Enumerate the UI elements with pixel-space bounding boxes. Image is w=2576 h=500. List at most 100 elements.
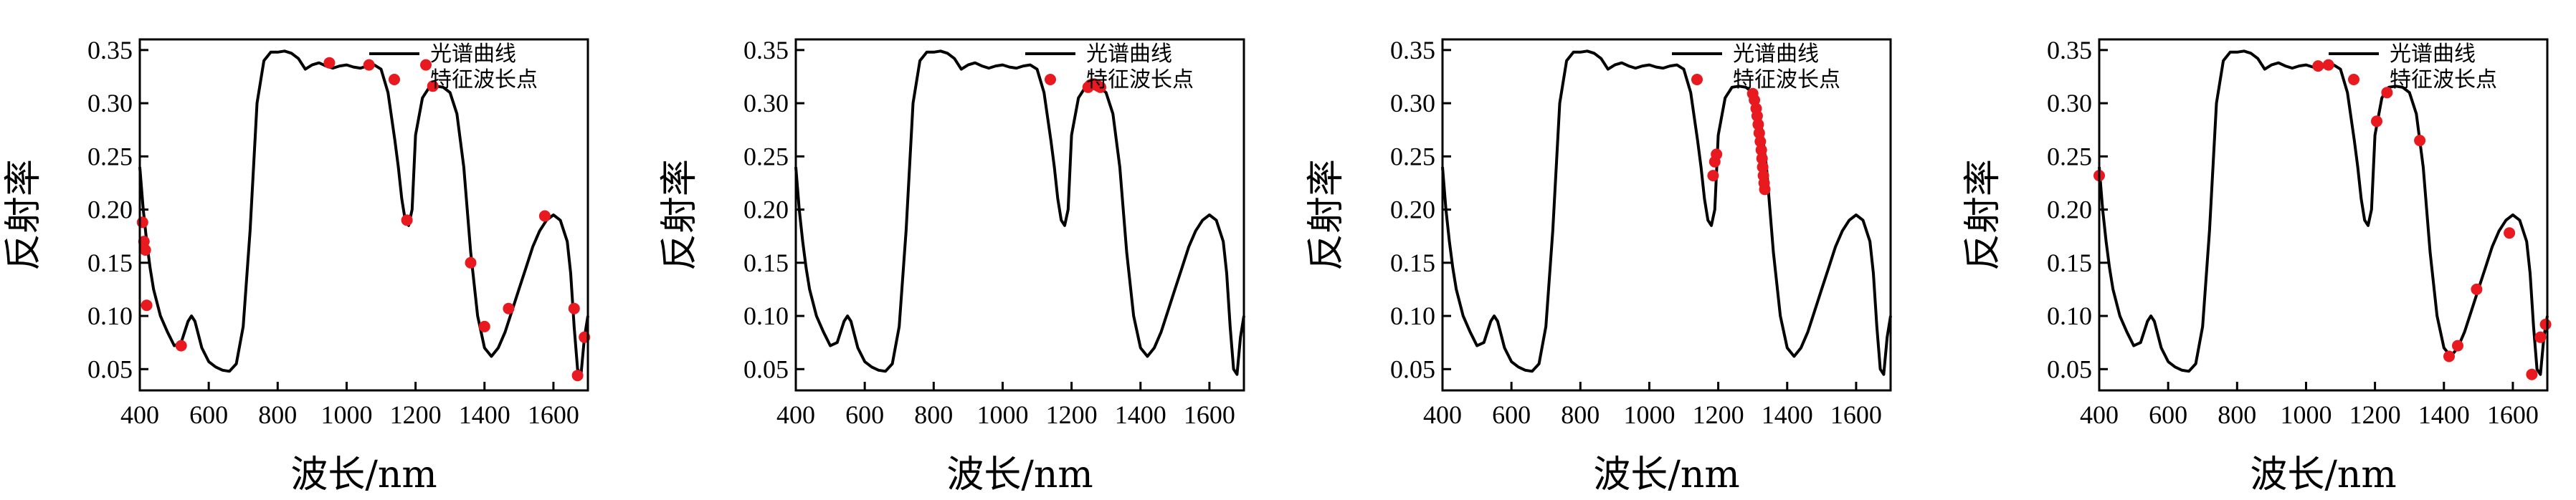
feature-point [1711, 148, 1723, 160]
x-tick-label: 600 [2149, 400, 2187, 429]
x-tick-label: 600 [189, 400, 228, 429]
feature-point [1756, 153, 1768, 165]
y-tick-label: 0.10 [743, 302, 789, 330]
feature-point [2371, 115, 2382, 128]
feature-point [538, 210, 551, 222]
feature-point [138, 236, 150, 248]
panel-2-chart: 400 600 800 1000 1200 1400 1600 0.05 0.10 0.15 0.2… [658, 36, 1245, 496]
y-tick-label: 0.05 [87, 355, 133, 383]
legend-label-spectrum: 光谱曲线 [430, 42, 516, 67]
legend-label-feature: 特征波长点 [1086, 67, 1194, 92]
x-tick-label: 800 [914, 400, 953, 429]
feature-point [175, 340, 187, 352]
x-tick-label: 400 [2080, 400, 2119, 429]
y-tick-label: 0.25 [2047, 142, 2092, 170]
feature-point [2471, 283, 2483, 295]
y-tick-label: 0.05 [743, 355, 789, 383]
spectrum-line [2098, 49, 2549, 376]
x-tick-label: 1400 [459, 400, 510, 429]
feature-point [2504, 227, 2516, 239]
feature-point [1754, 135, 1767, 148]
x-tick-label: 1200 [390, 400, 442, 429]
x-tick-label: 800 [258, 400, 297, 429]
y-tick-label: 0.35 [87, 36, 133, 64]
y-axis-title: 反射率 [2, 159, 45, 271]
legend-marker-swatch [1045, 74, 1056, 85]
panel-3-chart: 400 600 800 1000 1200 1400 1600 0.05 0.10 0.15 0.2… [1305, 36, 1892, 496]
feature-point [1751, 110, 1763, 122]
x-tick-label: 1600 [2487, 400, 2539, 429]
y-tick-label: 0.10 [1390, 302, 1435, 330]
x-tick-label: 1600 [528, 400, 579, 429]
x-axis-title: 波长/nm [290, 453, 437, 496]
x-tick-label: 1400 [1115, 400, 1166, 429]
y-tick-label: 0.35 [2047, 36, 2092, 64]
feature-point [2381, 87, 2393, 99]
x-tick-label: 1600 [1830, 400, 1882, 429]
y-tick-label: 0.35 [1390, 36, 1435, 64]
y-axis-title: 反射率 [1962, 159, 2005, 271]
feature-point [401, 214, 413, 226]
x-tick-label: 1000 [320, 400, 372, 429]
feature-point [465, 256, 477, 269]
x-tick-label: 600 [1492, 400, 1531, 429]
y-tick-label: 0.15 [743, 249, 789, 277]
y-tick-label: 0.10 [87, 302, 133, 330]
x-tick-label: 1200 [1693, 400, 1744, 429]
x-tick-label: 800 [2218, 400, 2256, 429]
feature-point [141, 299, 153, 312]
feature-point [1759, 183, 1771, 196]
x-tick-label: 400 [776, 400, 815, 429]
feature-point [1707, 170, 1719, 182]
x-axis-title: 波长/nm [2250, 453, 2396, 496]
feature-point [136, 216, 148, 229]
plot-frame [794, 38, 1245, 392]
feature-point [2443, 350, 2455, 362]
spectrum-line [1441, 49, 1892, 376]
y-tick-label: 0.20 [87, 196, 133, 224]
feature-point [1749, 94, 1761, 106]
legend-label-spectrum: 光谱曲线 [2390, 42, 2476, 67]
feature-point [2534, 331, 2547, 343]
y-tick-label: 0.15 [87, 249, 133, 277]
legend-marker-swatch [1691, 74, 1703, 85]
x-axis-title: 波长/nm [946, 453, 1093, 496]
feature-point [478, 320, 490, 332]
panel-4-chart: 400 600 800 1000 1200 1400 1600 0.05 0.10 0.15 0.2… [1962, 36, 2552, 496]
feature-point [1753, 127, 1765, 139]
x-tick-label: 1200 [2349, 400, 2401, 429]
legend-marker-swatch [389, 74, 400, 85]
legend-label-feature: 特征波长点 [430, 67, 538, 92]
y-tick-label: 0.20 [2047, 196, 2092, 224]
y-tick-label: 0.35 [743, 36, 789, 64]
y-tick-label: 0.30 [87, 89, 133, 117]
panel-1-chart: 400 600 800 1000 1200 1400 1600 0.05 0.10 0.15 0.2… [2, 36, 591, 496]
feature-point [323, 57, 336, 69]
y-tick-label: 0.15 [2047, 249, 2092, 277]
y-tick-label: 0.10 [2047, 302, 2092, 330]
x-axis-title: 波长/nm [1593, 453, 1739, 496]
spectrum-line [138, 49, 589, 376]
y-tick-label: 0.20 [743, 196, 789, 224]
x-tick-label: 1400 [1762, 400, 1813, 429]
y-tick-label: 0.05 [1390, 355, 1435, 383]
y-tick-label: 0.05 [2047, 355, 2092, 383]
legend-label-feature: 特征波长点 [1733, 67, 1840, 92]
x-tick-label: 1400 [2418, 400, 2470, 429]
y-tick-label: 0.25 [87, 142, 133, 170]
feature-point [568, 302, 580, 314]
legend-label-spectrum: 光谱曲线 [1086, 42, 1172, 67]
x-tick-label: 400 [1423, 400, 1462, 429]
feature-point [2312, 60, 2324, 72]
feature-point [427, 80, 439, 92]
x-tick-label: 400 [120, 400, 159, 429]
feature-point [363, 59, 375, 71]
plot-frame [2098, 38, 2549, 392]
x-tick-label: 1000 [976, 400, 1028, 429]
y-tick-label: 0.25 [743, 142, 789, 170]
x-tick-label: 1200 [1046, 400, 1098, 429]
x-tick-label: 1000 [2280, 400, 2332, 429]
plot-frame [1441, 38, 1892, 392]
plot-frame [138, 38, 589, 392]
